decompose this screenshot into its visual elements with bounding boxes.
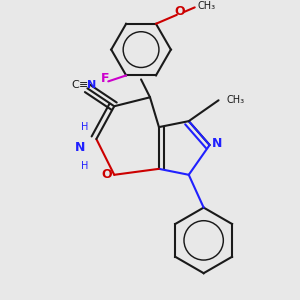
Text: F: F bbox=[101, 72, 110, 85]
Text: N: N bbox=[87, 80, 97, 90]
Text: C: C bbox=[72, 80, 80, 90]
Text: H: H bbox=[81, 122, 88, 132]
Text: N: N bbox=[212, 137, 222, 150]
Text: ≡: ≡ bbox=[79, 80, 88, 90]
Text: H: H bbox=[81, 161, 88, 171]
Text: CH₃: CH₃ bbox=[198, 1, 216, 11]
Text: O: O bbox=[175, 5, 185, 18]
Text: N: N bbox=[75, 142, 85, 154]
Text: O: O bbox=[101, 168, 112, 181]
Text: CH₃: CH₃ bbox=[226, 95, 244, 105]
